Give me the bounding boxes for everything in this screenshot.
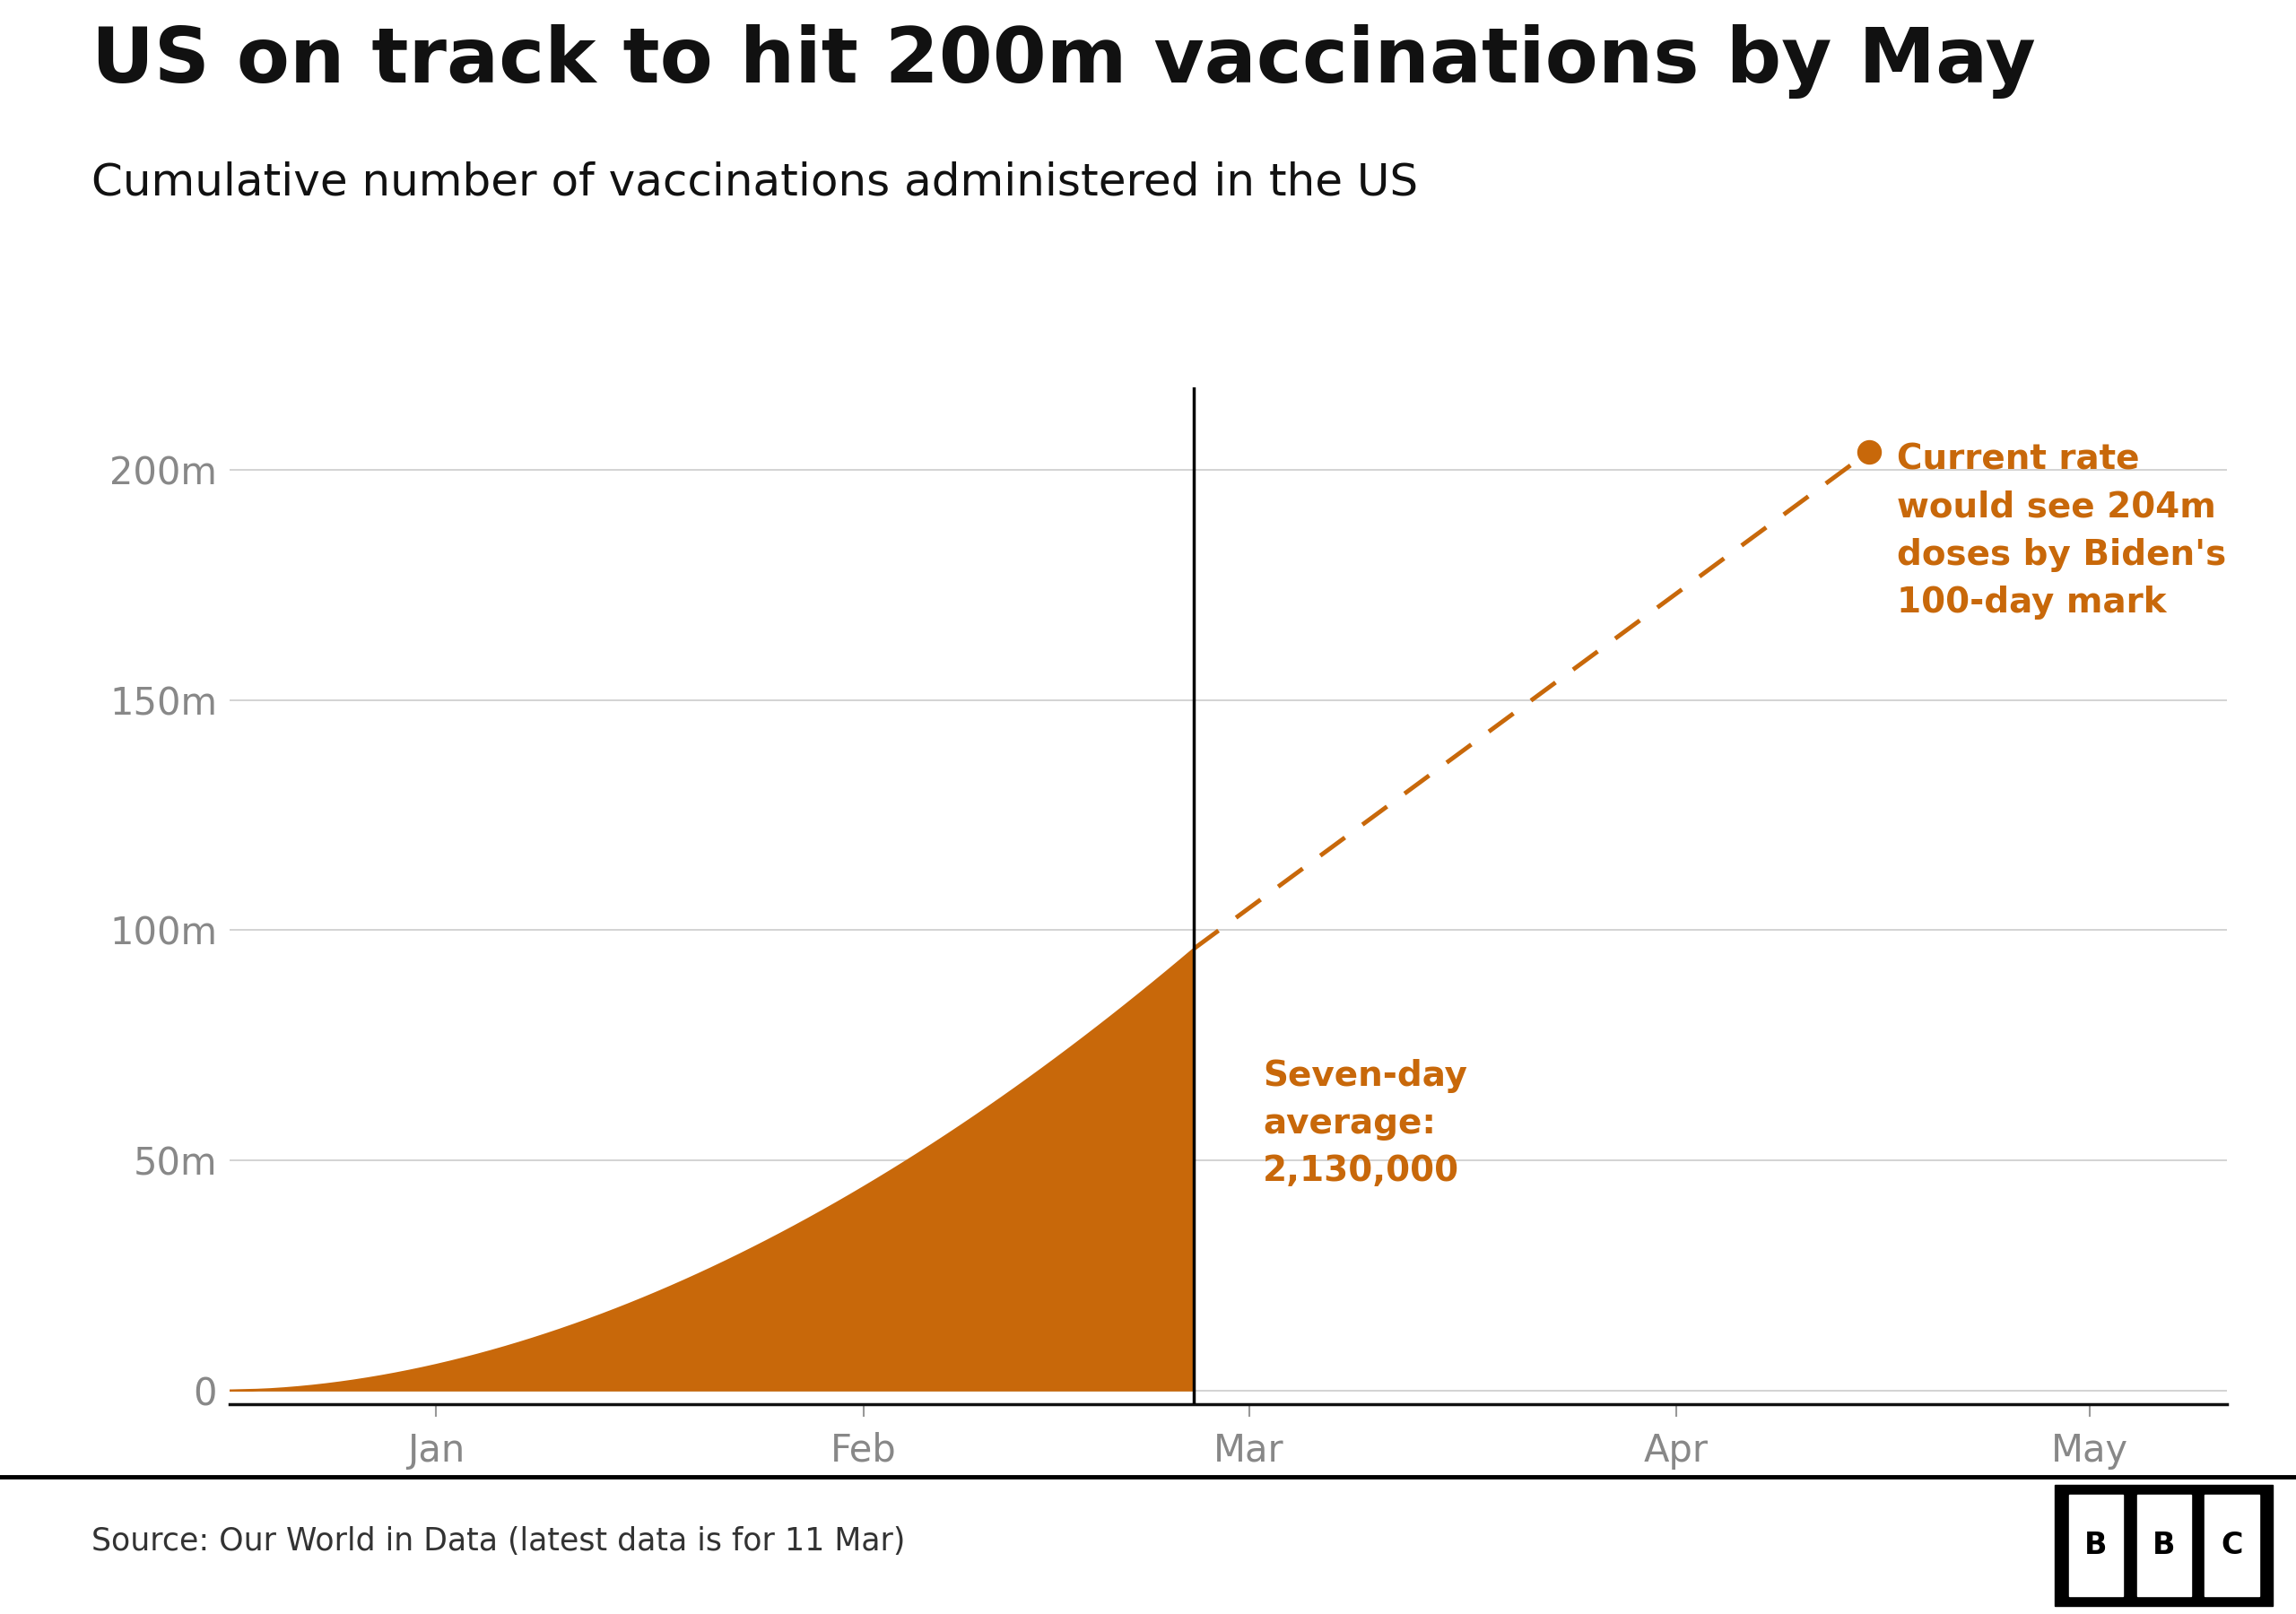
Point	[1851, 439, 1887, 465]
Text: Source: Our World in Data (latest data is for 11 Mar): Source: Our World in Data (latest data i…	[92, 1527, 905, 1556]
Text: Seven-day
average:
2,130,000: Seven-day average: 2,130,000	[1263, 1059, 1467, 1188]
Text: B: B	[2085, 1530, 2108, 1561]
Text: Current rate
would see 204m
doses by Biden's
100-day mark: Current rate would see 204m doses by Bid…	[1896, 442, 2225, 620]
Text: US on track to hit 200m vaccinations by May: US on track to hit 200m vaccinations by …	[92, 24, 2037, 98]
Text: C: C	[2220, 1530, 2243, 1561]
Text: B: B	[2154, 1530, 2174, 1561]
Text: Cumulative number of vaccinations administered in the US: Cumulative number of vaccinations admini…	[92, 161, 1419, 205]
